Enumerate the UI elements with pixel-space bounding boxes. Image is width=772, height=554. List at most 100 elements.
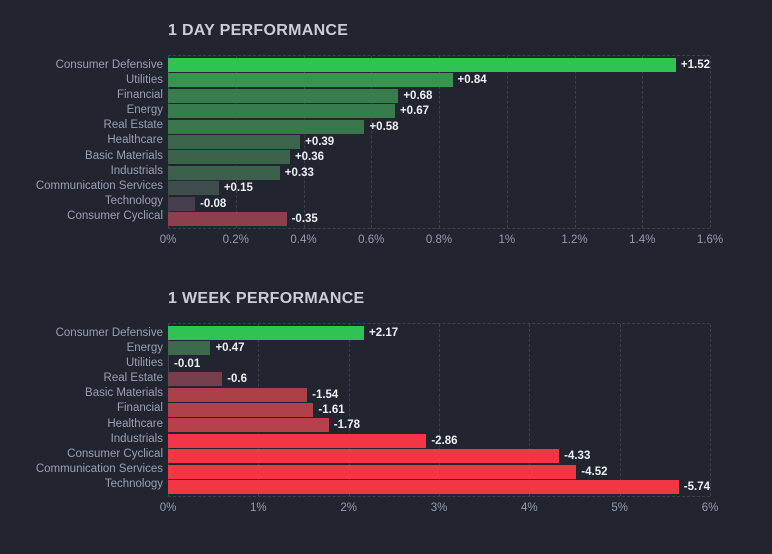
bar-rows: +2.17 +0.47 -0.01 -0.6 -1.54 -1.61 -1.78 -2.86 -…	[168, 324, 710, 496]
bar-row: -4.52	[168, 464, 710, 479]
performance-bar	[168, 150, 290, 165]
category-label: Communication Services	[35, 179, 163, 192]
performance-bar	[168, 402, 314, 417]
performance-bar	[168, 181, 219, 196]
plot-column: +2.17 +0.47 -0.01 -0.6 -1.54 -1.61 -1.78 -2.86 -…	[160, 323, 719, 515]
value-label: -0.01	[174, 357, 201, 370]
axis-tick-label: 2%	[340, 502, 357, 514]
gridline	[619, 324, 621, 496]
performance-bar	[168, 134, 301, 149]
gridline	[710, 324, 711, 496]
axis-tick-label: 6%	[701, 502, 719, 514]
category-label: Utilities	[125, 74, 163, 87]
x-axis: 0% 0.2% 0.4% 0.6% 0.8% 1% 1.2% 1.4% 1.6%	[160, 233, 723, 247]
plot-area: +2.17 +0.47 -0.01 -0.6 -1.54 -1.61 -1.78 -2.86 -…	[168, 323, 711, 497]
bar-row: +0.58	[168, 119, 710, 134]
category-label: Consumer Defensive	[55, 59, 163, 71]
category-label: Consumer Cyclical	[67, 447, 163, 460]
axis-tick-label: 0.4%	[290, 234, 317, 246]
performance-bar	[168, 88, 399, 103]
value-label: +0.15	[223, 182, 253, 195]
bar-row: +0.68	[168, 88, 710, 103]
axis-tick-label: 1.4%	[629, 234, 656, 246]
category-label: Financial	[116, 402, 163, 415]
value-label: -5.74	[683, 480, 710, 493]
performance-bar	[168, 196, 196, 211]
value-label: +0.68	[403, 89, 433, 102]
bar-row: -0.35	[168, 211, 710, 226]
category-label: Consumer Cyclical	[67, 209, 163, 222]
chart-title-1day: 1 DAY PERFORMANCE	[168, 22, 349, 39]
value-label: -4.52	[581, 465, 608, 478]
category-label: Industrials	[110, 164, 163, 177]
bar-row: +0.36	[168, 150, 710, 165]
chart-body: Consumer Defensive Energy Utilities Real Es…	[0, 323, 719, 515]
sector-performance-dashboard: 1 DAY PERFORMANCE Consumer Defensive Util…	[0, 22, 772, 515]
performance-bar	[168, 326, 365, 340]
gridline	[506, 56, 508, 228]
axis-tick-label: 5%	[611, 502, 628, 514]
bar-row: -4.33	[168, 449, 710, 464]
bar-row: +1.52	[168, 58, 710, 72]
bar-row: +0.33	[168, 165, 710, 180]
axis-tick-label: 0.6%	[358, 234, 385, 246]
value-label: -1.61	[318, 403, 345, 416]
value-label: +2.17	[369, 327, 399, 339]
category-label: Real Estate	[103, 119, 163, 132]
category-label: Financial	[116, 89, 163, 102]
gridline	[348, 324, 350, 496]
performance-bar	[168, 372, 223, 387]
category-label: Healthcare	[107, 417, 163, 430]
category-labels: Consumer Defensive Utilities Financial Ener…	[0, 55, 168, 223]
value-label: +0.58	[369, 120, 399, 133]
chart-title-1week: 1 WEEK PERFORMANCE	[168, 290, 365, 307]
axis-tick-label: 0%	[159, 502, 177, 514]
value-label: -0.35	[291, 212, 318, 225]
value-label: -1.54	[312, 388, 339, 401]
value-label: -0.6	[227, 373, 248, 386]
x-axis: 0% 1% 2% 3% 4% 5% 6%	[160, 501, 719, 515]
bar-row: -1.54	[168, 387, 710, 402]
value-label: +0.36	[294, 151, 325, 164]
value-label: +1.52	[680, 59, 710, 71]
category-labels: Consumer Defensive Energy Utilities Real Es…	[0, 323, 168, 491]
category-label: Communication Services	[35, 462, 163, 475]
performance-bar	[168, 356, 169, 371]
value-label: +0.47	[215, 342, 245, 355]
axis-tick-label: 4%	[521, 502, 538, 514]
performance-bar	[168, 479, 679, 494]
axis-tick-label: 1.6%	[696, 234, 724, 246]
plot-column: +1.52 +0.84 +0.68 +0.67 +0.58 +0.39 +0.36 +0.33…	[160, 55, 723, 247]
bar-row: +0.39	[168, 134, 710, 149]
performance-bar	[168, 464, 577, 479]
category-label: Healthcare	[107, 134, 163, 147]
gridline	[574, 56, 576, 228]
performance-bar	[168, 165, 280, 180]
bar-row: -2.86	[168, 433, 710, 448]
value-label: +0.84	[457, 74, 487, 87]
performance-bar	[168, 119, 365, 134]
bar-row: +0.15	[168, 181, 710, 196]
bar-row: -0.6	[168, 372, 710, 387]
category-label: Technology	[104, 477, 163, 490]
category-label: Real Estate	[103, 372, 163, 385]
gridline	[642, 56, 644, 228]
gridline	[303, 56, 305, 228]
bar-row: -0.01	[168, 356, 710, 371]
axis-tick-label: 0.2%	[222, 234, 249, 246]
category-label: Utilities	[125, 357, 163, 370]
category-label: Energy	[126, 342, 163, 355]
bar-row: +0.67	[168, 104, 710, 119]
one-week-performance-chart: 1 WEEK PERFORMANCE Consumer Defensive Ene…	[0, 290, 772, 515]
value-label: +0.33	[284, 166, 314, 179]
performance-bar	[168, 449, 560, 464]
performance-bar	[168, 104, 395, 119]
bar-rows: +1.52 +0.84 +0.68 +0.67 +0.58 +0.39 +0.36 +0.33…	[168, 56, 710, 228]
bar-row: -1.61	[168, 402, 710, 417]
gridline	[439, 56, 440, 228]
category-label: Energy	[126, 104, 163, 117]
axis-tick-label: 0.8%	[425, 234, 453, 246]
chart-body: Consumer Defensive Utilities Financial Ener…	[0, 55, 723, 247]
gridline	[371, 56, 373, 228]
value-label: -0.08	[200, 197, 227, 210]
